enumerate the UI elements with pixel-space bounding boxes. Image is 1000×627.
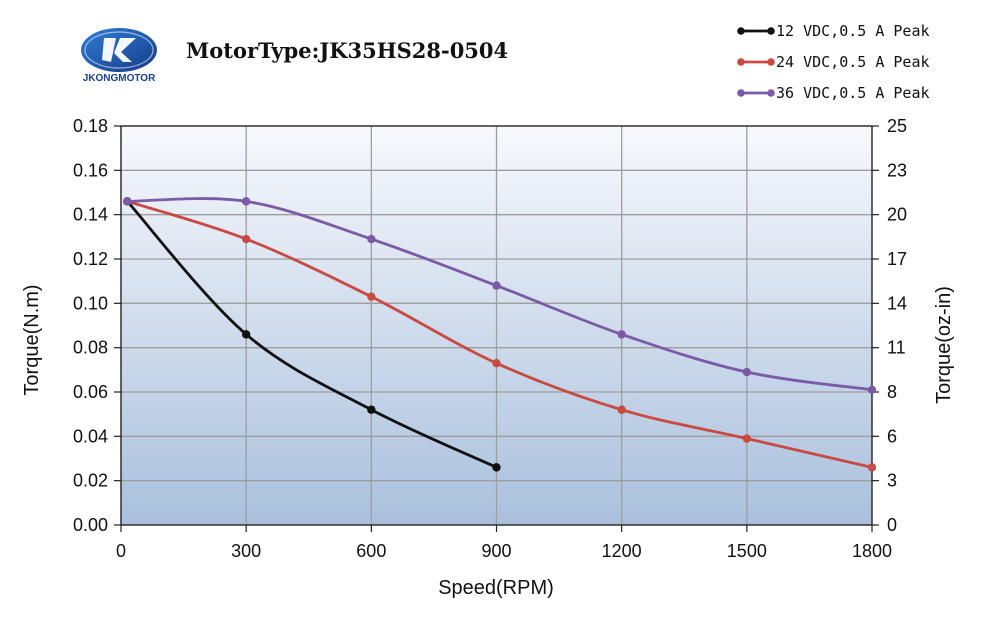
y2-tick-label: 14 (887, 293, 907, 313)
x-tick-label: 1500 (727, 541, 767, 561)
data-point (241, 234, 251, 244)
legend-item: 36 VDC,0.5 A Peak (737, 84, 930, 102)
y2-tick-label: 17 (887, 249, 907, 269)
y-tick-label: 0.16 (73, 160, 108, 180)
logo-text: JKONGMOTOR (83, 73, 156, 84)
grid-layer (121, 126, 872, 525)
y2-tick-label: 11 (887, 338, 906, 358)
legend-label: 36 VDC,0.5 A Peak (776, 84, 930, 102)
legend-label: 12 VDC,0.5 A Peak (776, 22, 930, 40)
y-tick-label: 0.02 (73, 471, 108, 491)
data-point (367, 405, 376, 414)
y-tick-label: 0.06 (73, 382, 108, 402)
series-group (123, 197, 877, 472)
y2-tick-label: 6 (887, 426, 897, 446)
data-point (123, 197, 132, 206)
y-tick-label: 0.14 (73, 205, 108, 225)
x-tick-label: 0 (116, 541, 126, 561)
legend-item: 12 VDC,0.5 A Peak (737, 22, 930, 40)
x-tick-layer: 0 300 600 900 1200 1500 1800 (116, 525, 892, 561)
legend-start-point (737, 89, 745, 97)
x-axis-title: Speed(RPM) (438, 577, 554, 599)
data-point (742, 434, 752, 443)
legend-end-point (767, 27, 775, 35)
y-axis-title: Torque(N.m) (21, 284, 43, 395)
y-tick-label: 0.00 (73, 515, 108, 535)
y2-tick-label: 20 (887, 205, 907, 225)
data-point (617, 405, 626, 414)
data-point (241, 197, 251, 206)
series-layer (123, 197, 877, 472)
legend-start-point (737, 58, 745, 66)
x-tick-label: 1800 (852, 541, 892, 561)
y-tick-label: 0.08 (73, 338, 108, 358)
data-point (492, 463, 501, 472)
data-point (367, 292, 376, 301)
y-tick-label: 0.10 (73, 293, 108, 313)
data-point (617, 330, 626, 339)
legend-end-point (767, 58, 775, 66)
model-title: MotorType:JK35HS28-0504 (186, 38, 508, 63)
x-tick-label: 300 (231, 541, 261, 561)
y2-axis-title: Torque(oz-in) (933, 286, 955, 404)
data-point (492, 358, 501, 368)
x-tick-label: 900 (481, 541, 511, 561)
legend-label: 24 VDC,0.5 A Peak (776, 53, 930, 71)
y-tick-layer: 0.00 0.02 0.04 0.06 0.08 0.10 0.12 0.14 0.16 0.18 (73, 116, 121, 535)
series-line (125, 199, 498, 469)
y2-tick-label: 25 (887, 116, 907, 136)
x-tick-label: 600 (356, 541, 386, 561)
legend-item: 24 VDC,0.5 A Peak (737, 53, 930, 71)
y2-tick-label: 8 (887, 382, 897, 402)
logo-emblem-highlight (84, 31, 154, 69)
y2-tick-label: 0 (887, 515, 897, 535)
y-tick-label: 0.12 (73, 249, 108, 269)
logo-emblem-mark (102, 38, 136, 62)
data-point (241, 330, 251, 339)
y2-tick-label: 23 (887, 160, 907, 180)
legend-end-point (767, 89, 775, 97)
data-point (867, 385, 877, 394)
series-group (123, 197, 877, 394)
x-tick-label: 1200 (602, 541, 642, 561)
data-point (867, 463, 877, 472)
data-point (742, 367, 752, 377)
brand-logo: JKONGMOTOR (81, 28, 157, 84)
y-tick-label: 0.04 (73, 426, 108, 446)
data-point (367, 234, 376, 244)
y2-tick-label: 3 (887, 471, 897, 491)
legend-start-point (737, 27, 745, 35)
y-tick-label: 0.18 (73, 116, 108, 136)
data-point (492, 281, 501, 290)
y2-tick-layer: 0 3 6 8 11 14 17 20 23 25 (872, 116, 907, 535)
legend: 12 VDC,0.5 A Peak 24 VDC,0.5 A Peak 36 VDC… (737, 22, 930, 102)
